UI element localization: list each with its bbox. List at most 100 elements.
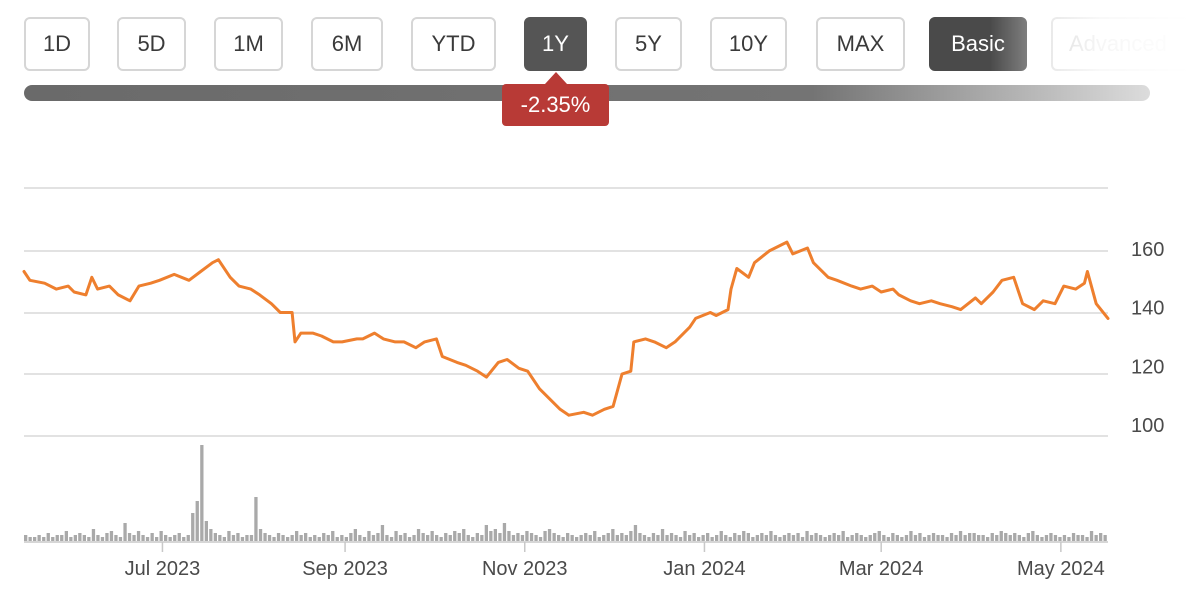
volume-bar <box>837 535 841 541</box>
range-5y-button[interactable]: 5Y <box>615 17 682 71</box>
volume-bar <box>755 535 759 541</box>
volume-bar <box>913 535 918 541</box>
volume-bar <box>746 533 750 541</box>
volume-bar <box>231 535 236 541</box>
volume-bar <box>728 537 732 541</box>
volume-bar <box>1013 533 1017 541</box>
volume-bar <box>398 535 403 541</box>
range-max-button[interactable]: MAX <box>816 17 905 71</box>
volume-bar <box>575 537 579 541</box>
volume-bar <box>1026 533 1030 541</box>
volume-bar <box>150 533 154 541</box>
x-tick-label: May 2024 <box>1017 558 1105 580</box>
volume-bar <box>69 537 73 541</box>
volume-bar <box>272 537 276 541</box>
volume-bar <box>615 535 619 541</box>
volume-bar <box>954 535 958 541</box>
volume-bars <box>24 445 1107 541</box>
volume-bar <box>286 537 290 541</box>
volume-bar <box>1022 537 1026 541</box>
volume-bar <box>471 537 475 541</box>
volume-bar <box>1008 535 1012 541</box>
volume-bar <box>692 533 696 541</box>
volume-bar <box>995 535 999 541</box>
volume-bar <box>602 535 606 541</box>
volume-bar <box>28 537 32 541</box>
volume-bar <box>51 537 55 541</box>
x-tick-label: Nov 2023 <box>482 558 568 580</box>
volume-bar <box>1017 535 1021 541</box>
range-1m-button[interactable]: 1M <box>214 17 283 71</box>
volume-bar <box>958 531 963 541</box>
volume-bar <box>164 535 168 541</box>
volume-bar <box>629 531 633 541</box>
range-10y-button[interactable]: 10Y <box>710 17 787 71</box>
volume-bar <box>895 535 899 541</box>
volume-bar <box>416 529 421 541</box>
volume-bar <box>385 535 389 541</box>
volume-bar <box>64 531 68 541</box>
volume-bar <box>295 531 299 541</box>
volume-bar <box>249 535 254 541</box>
volume-bar <box>999 531 1003 541</box>
volume-bar <box>132 535 136 541</box>
y-tick-label: 140 <box>1131 298 1164 320</box>
volume-bar <box>584 533 588 541</box>
volume-bar <box>1076 535 1080 541</box>
volume-bar <box>660 529 665 541</box>
volume-bar <box>656 535 660 541</box>
volume-bar <box>299 535 303 541</box>
volume-bar <box>588 535 592 541</box>
change-badge: -2.35% <box>502 84 609 126</box>
volume-bar <box>873 533 877 541</box>
volume-bar <box>796 533 800 541</box>
range-5d-button[interactable]: 5D <box>117 17 186 71</box>
volume-bar <box>927 535 931 541</box>
volume-bar <box>1071 533 1076 541</box>
volume-bar <box>715 535 719 541</box>
volume-bar <box>669 533 674 541</box>
volume-bar <box>96 535 100 541</box>
volume-bar <box>281 535 285 541</box>
volume-bar <box>78 533 82 541</box>
volume-bar <box>475 533 479 541</box>
volume-bar <box>105 533 109 541</box>
volume-bar <box>828 535 832 541</box>
volume-bar <box>222 537 226 541</box>
volume-bar <box>814 533 818 541</box>
volume-bar <box>127 533 132 541</box>
volume-bar <box>403 533 407 541</box>
volume-bar <box>371 535 376 541</box>
range-1d-button[interactable]: 1D <box>24 17 90 71</box>
volume-bar <box>800 537 805 541</box>
volume-bar <box>213 533 217 541</box>
range-6m-button[interactable]: 6M <box>311 17 383 71</box>
x-tick-label: Sep 2023 <box>302 558 388 580</box>
volume-bar <box>742 531 746 541</box>
volume-bar <box>534 535 538 541</box>
volume-bar <box>380 525 385 541</box>
range-ytd-button[interactable]: YTD <box>411 17 496 71</box>
volume-bar <box>421 533 425 541</box>
volume-bar <box>642 535 647 541</box>
volume-bar <box>868 535 872 541</box>
volume-bar <box>33 537 37 541</box>
volume-bar <box>931 533 936 541</box>
volume-bar <box>240 537 245 541</box>
gridlines <box>24 187 1108 437</box>
volume-bar <box>972 533 976 541</box>
volume-bar <box>525 531 529 541</box>
volume-bar <box>981 535 985 541</box>
volume-bar <box>60 535 64 541</box>
volume-bar <box>304 533 308 541</box>
range-selector: 1D 5D 1M 6M YTD 1Y 5Y 10Y MAX Basic Adva… <box>0 0 1190 130</box>
range-1y-button[interactable]: 1Y <box>524 17 587 71</box>
volume-bar <box>114 535 118 541</box>
volume-bar <box>353 529 357 541</box>
volume-bar <box>543 531 547 541</box>
volume-bar <box>529 533 534 541</box>
volume-bar <box>566 533 570 541</box>
volume-bar <box>809 535 814 541</box>
volume-bar <box>805 531 809 541</box>
volume-bar <box>426 535 430 541</box>
